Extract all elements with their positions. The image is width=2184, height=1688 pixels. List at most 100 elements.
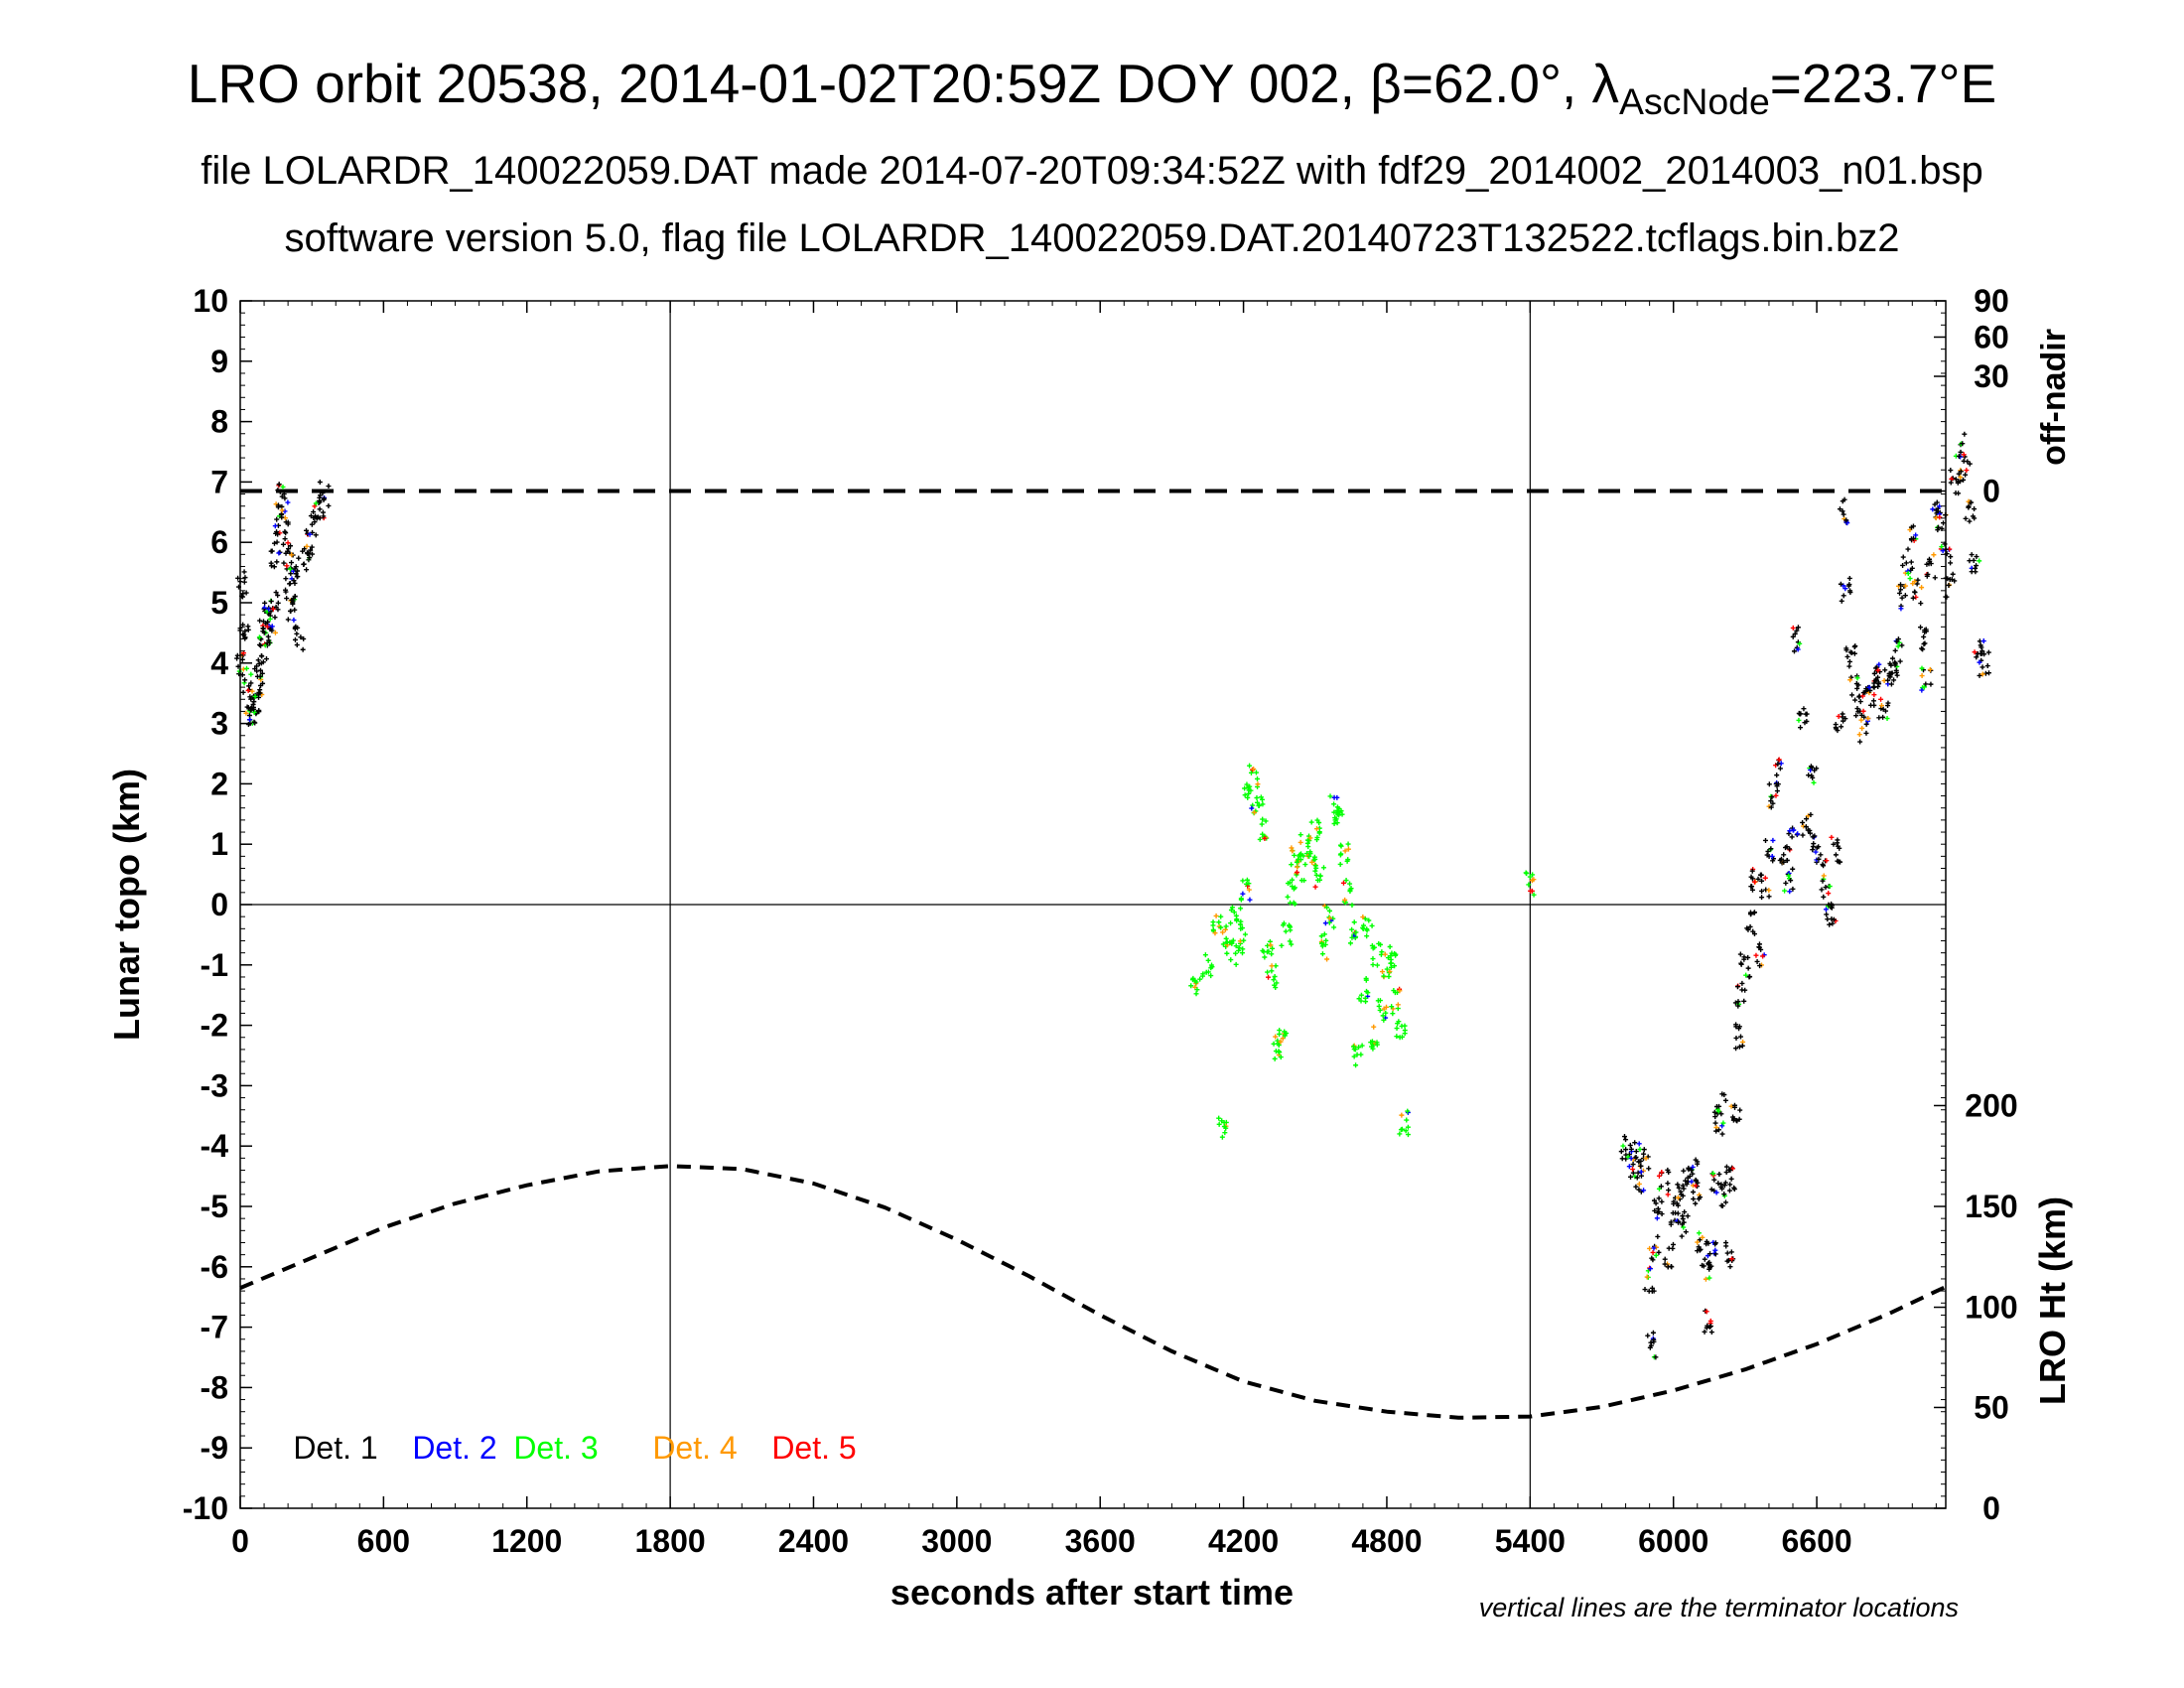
data-point xyxy=(1902,593,1908,599)
data-point xyxy=(317,494,323,500)
data-point xyxy=(1670,1210,1676,1216)
data-point xyxy=(1961,477,1967,483)
data-point xyxy=(1950,571,1956,577)
data-point xyxy=(1894,672,1900,678)
data-point xyxy=(1309,859,1315,865)
data-point xyxy=(1347,887,1353,893)
data-point xyxy=(1289,941,1295,947)
data-point xyxy=(1878,696,1884,702)
data-point xyxy=(1345,841,1351,847)
data-point xyxy=(1918,625,1924,631)
data-point xyxy=(1716,1172,1722,1177)
data-point xyxy=(1854,675,1860,681)
data-point xyxy=(1655,1205,1661,1211)
data-point xyxy=(1669,1264,1675,1270)
data-point xyxy=(1885,677,1891,683)
data-point xyxy=(1791,648,1797,654)
data-point xyxy=(1228,920,1234,926)
data-point xyxy=(326,484,332,490)
data-point xyxy=(1253,770,1259,775)
data-point xyxy=(256,694,262,700)
data-point xyxy=(308,547,314,553)
data-point xyxy=(1648,1339,1654,1345)
y-tick-label: -7 xyxy=(201,1310,228,1345)
data-point xyxy=(1383,1004,1389,1010)
data-point xyxy=(1271,1041,1277,1047)
y-tick-label: 10 xyxy=(193,283,228,319)
data-point xyxy=(289,560,295,566)
data-point xyxy=(1763,837,1769,843)
data-point xyxy=(1248,770,1254,775)
data-point xyxy=(1978,650,1983,656)
data-point xyxy=(1635,1170,1641,1176)
data-point xyxy=(300,646,306,652)
data-point xyxy=(1288,927,1294,933)
data-point xyxy=(1805,813,1811,819)
data-point xyxy=(1387,944,1393,950)
data-point xyxy=(309,521,315,527)
data-point xyxy=(292,636,298,642)
data-point xyxy=(272,523,278,529)
chart-subtitle-file: file LOLARDR_140022059.DAT made 2014-07-… xyxy=(201,149,1983,193)
data-point xyxy=(281,560,287,566)
data-point xyxy=(1918,601,1924,607)
data-point xyxy=(1337,842,1343,848)
data-point xyxy=(1370,956,1376,962)
data-point xyxy=(1240,891,1246,897)
data-point xyxy=(1405,1124,1411,1130)
data-point xyxy=(1323,937,1329,943)
data-point xyxy=(1238,925,1244,931)
data-point xyxy=(1733,1046,1739,1052)
data-point xyxy=(1773,781,1779,787)
data-point xyxy=(1653,1252,1659,1258)
x-tick-label: 600 xyxy=(357,1523,410,1559)
data-point xyxy=(1378,941,1384,947)
data-point xyxy=(1370,1046,1376,1052)
data-point xyxy=(286,546,292,552)
data-point xyxy=(1925,571,1931,577)
data-point xyxy=(1249,805,1255,811)
data-point xyxy=(1958,449,1964,455)
data-point xyxy=(1926,561,1932,567)
data-point xyxy=(1827,921,1833,927)
data-point xyxy=(1212,930,1218,936)
data-point xyxy=(274,539,280,545)
data-point xyxy=(1739,980,1745,986)
data-point xyxy=(1350,1044,1356,1050)
data-point xyxy=(1681,1168,1687,1174)
legend-item: Det. 1 xyxy=(293,1430,377,1466)
data-point xyxy=(248,707,254,713)
data-point xyxy=(1398,1127,1404,1133)
data-point xyxy=(1693,1157,1699,1163)
data-point xyxy=(285,499,291,505)
data-point xyxy=(1523,870,1529,876)
data-point xyxy=(1766,894,1772,900)
data-point xyxy=(1751,931,1757,937)
data-point xyxy=(1895,643,1901,649)
data-point xyxy=(1760,953,1766,959)
data-point xyxy=(265,619,271,625)
data-point xyxy=(1363,977,1369,983)
data-point xyxy=(1766,781,1772,787)
data-point xyxy=(1228,908,1234,913)
data-point xyxy=(1770,858,1776,864)
data-point xyxy=(1702,1256,1707,1262)
data-point xyxy=(266,607,272,613)
data-point xyxy=(1766,888,1772,894)
data-point xyxy=(1383,1010,1389,1016)
data-point xyxy=(1389,1004,1395,1010)
data-point xyxy=(1892,647,1898,653)
data-point xyxy=(1898,606,1904,612)
data-point xyxy=(1756,944,1762,950)
data-point xyxy=(1782,888,1788,894)
data-point xyxy=(296,555,302,561)
data-point xyxy=(1724,1250,1730,1256)
data-point xyxy=(234,655,240,661)
data-point xyxy=(298,634,304,640)
data-point xyxy=(247,717,253,723)
data-point xyxy=(1676,1185,1682,1191)
data-point xyxy=(1287,938,1293,944)
data-point xyxy=(1839,724,1844,730)
data-point xyxy=(1841,593,1846,599)
data-point xyxy=(1919,673,1925,679)
